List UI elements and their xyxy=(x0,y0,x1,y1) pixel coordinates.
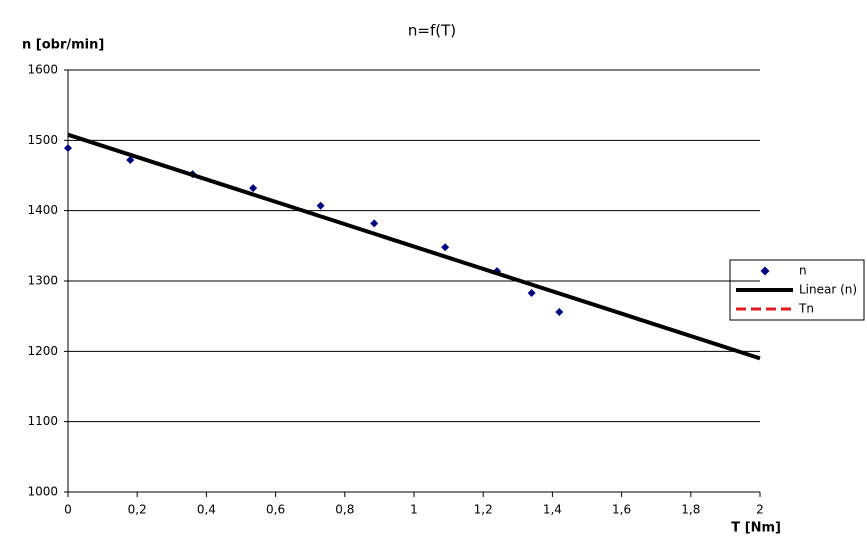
y-tick-label: 1500 xyxy=(27,133,58,147)
data-point xyxy=(64,144,72,153)
y-tick-label: 1300 xyxy=(27,274,58,288)
data-point xyxy=(527,288,536,297)
legend-label: Linear (n) xyxy=(799,283,857,297)
x-tick-label: 0,8 xyxy=(335,503,354,517)
x-tick-label: 0,6 xyxy=(266,503,285,517)
y-tick-label: 1000 xyxy=(27,485,58,499)
data-point xyxy=(370,219,379,228)
legend-label: n xyxy=(799,264,807,278)
x-tick-label: 1,4 xyxy=(543,503,562,517)
x-tick-label: 1,6 xyxy=(612,503,631,517)
y-tick-label: 1600 xyxy=(27,63,58,77)
y-tick-label: 1100 xyxy=(27,414,58,428)
data-point xyxy=(316,201,325,210)
y-tick-label: 1200 xyxy=(27,344,58,358)
y-axis-label: n [obr/min] xyxy=(22,38,104,53)
trend-line xyxy=(67,132,761,361)
x-tick-label: 1,2 xyxy=(474,503,493,517)
x-tick-label: 1,8 xyxy=(681,503,700,517)
x-tick-label: 0 xyxy=(64,503,72,517)
x-axis-label: T [Nm] xyxy=(731,521,781,536)
data-point xyxy=(126,156,135,165)
legend-label: Tn xyxy=(798,302,814,316)
data-point xyxy=(441,243,450,252)
x-tick-label: 2 xyxy=(756,503,764,517)
data-point xyxy=(555,307,564,316)
legend-marker xyxy=(760,266,770,276)
chart-title: n=f(T) xyxy=(408,22,456,40)
y-tick-label: 1400 xyxy=(27,203,58,217)
x-tick-label: 0,4 xyxy=(197,503,216,517)
x-tick-label: 0,2 xyxy=(128,503,147,517)
x-tick-label: 1 xyxy=(410,503,418,517)
data-point xyxy=(249,184,258,193)
